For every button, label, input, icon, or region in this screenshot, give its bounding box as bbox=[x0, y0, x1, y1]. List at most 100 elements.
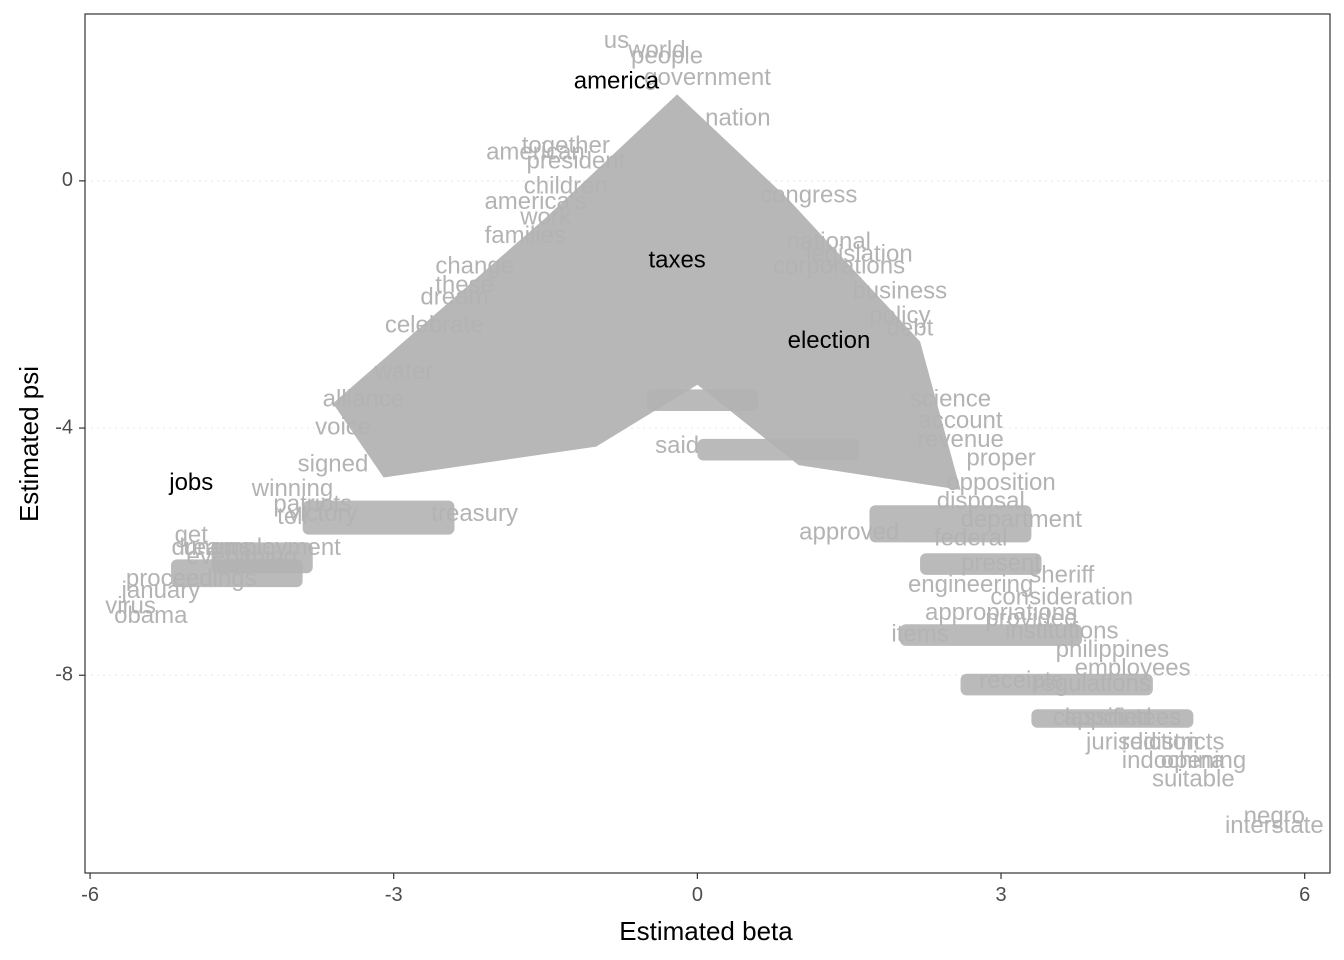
overplotted-word-mass bbox=[332, 94, 961, 490]
word-point-67: opening bbox=[1161, 747, 1246, 774]
word-point-25: voice bbox=[315, 413, 371, 440]
word-point-59: employees bbox=[1075, 654, 1191, 681]
word-point-62: classified bbox=[1053, 704, 1152, 731]
word-points: us worldpeoplegovernmentnationtogetherame… bbox=[105, 27, 1323, 839]
x-tick-label-0: -6 bbox=[81, 884, 99, 906]
x-tick-label-2: 0 bbox=[692, 884, 703, 906]
word-point-35: opposition bbox=[946, 469, 1055, 496]
highlighted-words: america taxes election jobs bbox=[168, 67, 870, 496]
highlighted-word-taxes: taxes bbox=[648, 247, 705, 274]
word-point-47: sheriff bbox=[1029, 562, 1094, 589]
word-point-32: patriots bbox=[273, 491, 352, 518]
word-point-9: america's bbox=[484, 188, 586, 215]
x-axis-ticks: -6 -3 0 3 6 bbox=[81, 873, 1310, 906]
word-point-16: change bbox=[435, 253, 514, 280]
word-point-36: treasury bbox=[431, 500, 518, 527]
word-point-69: negro bbox=[1244, 803, 1305, 830]
word-point-31: winning bbox=[251, 475, 333, 502]
word-point-41: federal bbox=[934, 525, 1007, 552]
word-point-28: revenue bbox=[917, 426, 1004, 453]
word-point-70: interstate bbox=[1225, 812, 1324, 839]
word-point-39: department bbox=[961, 506, 1083, 533]
word-point-50: proceedings bbox=[126, 565, 257, 592]
word-point-6: american bbox=[486, 138, 585, 165]
word-point-22: celebrate bbox=[385, 311, 484, 338]
word-band-7 bbox=[899, 624, 1083, 646]
word-point-14: legislation bbox=[806, 240, 913, 267]
word-point-40: approved bbox=[799, 518, 899, 545]
word-point-65: redistricts bbox=[1122, 729, 1225, 756]
word-point-13: national bbox=[787, 228, 871, 255]
word-cloud-mass bbox=[171, 94, 1194, 728]
word-point-23: water bbox=[373, 358, 433, 385]
word-point-60: receipts bbox=[979, 667, 1063, 694]
word-point-4: nation bbox=[705, 104, 770, 131]
word-point-66: indochina bbox=[1122, 747, 1225, 774]
word-point-63: appointees bbox=[1064, 704, 1181, 731]
word-point-21: debt bbox=[887, 315, 934, 342]
word-point-49: consideration bbox=[990, 583, 1133, 610]
word-point-20: policy bbox=[869, 302, 930, 329]
word-point-53: obama bbox=[114, 602, 188, 629]
word-point-56: institutions bbox=[1005, 617, 1118, 644]
word-point-58: philippines bbox=[1056, 636, 1169, 663]
word-point-57: items bbox=[891, 620, 948, 647]
word-point-52: virus bbox=[105, 593, 156, 620]
y-tick-label-2: -8 bbox=[55, 664, 73, 686]
word-point-7: president bbox=[527, 148, 626, 175]
word-point-37: disposal bbox=[937, 488, 1025, 515]
word-point-19: business bbox=[852, 277, 947, 304]
word-point-26: science bbox=[910, 386, 991, 413]
word-point-3: government bbox=[644, 64, 771, 91]
word-band-3 bbox=[646, 389, 759, 412]
word-point-46: present bbox=[961, 549, 1041, 576]
x-tick-label-1: -3 bbox=[385, 884, 403, 906]
word-point-44: unemployment bbox=[183, 534, 341, 561]
word-point-15: corporations bbox=[773, 253, 905, 280]
word-point-11: work bbox=[519, 203, 572, 230]
word-point-18: dream bbox=[420, 284, 488, 311]
word-point-29: proper bbox=[966, 444, 1035, 471]
x-tick-label-4: 6 bbox=[1299, 884, 1310, 906]
word-point-2: people bbox=[631, 43, 703, 70]
word-point-17: these bbox=[435, 271, 494, 298]
word-point-0: us bbox=[604, 27, 629, 54]
word-point-1: world bbox=[627, 36, 685, 63]
word-point-43: dreams bbox=[172, 534, 252, 561]
x-tick-label-3: 3 bbox=[995, 884, 1006, 906]
word-band-0 bbox=[302, 500, 455, 535]
word-point-30: signed bbox=[298, 450, 369, 477]
word-point-61: regulations bbox=[1033, 670, 1150, 697]
word-point-45: everything bbox=[187, 543, 298, 570]
word-point-5: together bbox=[522, 132, 610, 159]
word-band-5 bbox=[869, 505, 1032, 543]
y-tick-label-1: -4 bbox=[55, 416, 73, 438]
word-band-8 bbox=[960, 673, 1153, 696]
word-point-33: tell bbox=[277, 503, 308, 530]
word-point-12: families bbox=[485, 222, 566, 249]
y-axis-ticks: 0 -4 -8 bbox=[55, 169, 85, 686]
word-point-34: victory bbox=[288, 500, 357, 527]
word-point-68: suitable bbox=[1152, 766, 1235, 793]
word-point-54: appropriations bbox=[925, 599, 1077, 626]
word-point-51: january bbox=[121, 577, 201, 604]
word-point-8: children bbox=[524, 172, 608, 199]
highlighted-word-election: election bbox=[788, 327, 871, 354]
word-point-48: engineering bbox=[908, 571, 1033, 598]
word-point-10: congress bbox=[760, 182, 857, 209]
word-band-9 bbox=[1031, 709, 1194, 728]
word-band-6 bbox=[920, 553, 1042, 575]
y-tick-label-0: 0 bbox=[62, 169, 73, 191]
word-band-2 bbox=[171, 559, 303, 588]
highlighted-word-america: america bbox=[574, 67, 660, 94]
y-axis-title: Estimated psi bbox=[14, 366, 44, 522]
word-point-55: provided bbox=[985, 605, 1077, 632]
word-point-38: said bbox=[655, 432, 699, 459]
word-point-42: get bbox=[175, 522, 209, 549]
word-band-4 bbox=[697, 438, 860, 461]
x-axis-title: Estimated beta bbox=[619, 916, 793, 946]
word-point-24: alliance bbox=[323, 386, 404, 413]
plot-panel-border bbox=[84, 13, 1331, 874]
highlighted-word-jobs: jobs bbox=[168, 469, 213, 496]
